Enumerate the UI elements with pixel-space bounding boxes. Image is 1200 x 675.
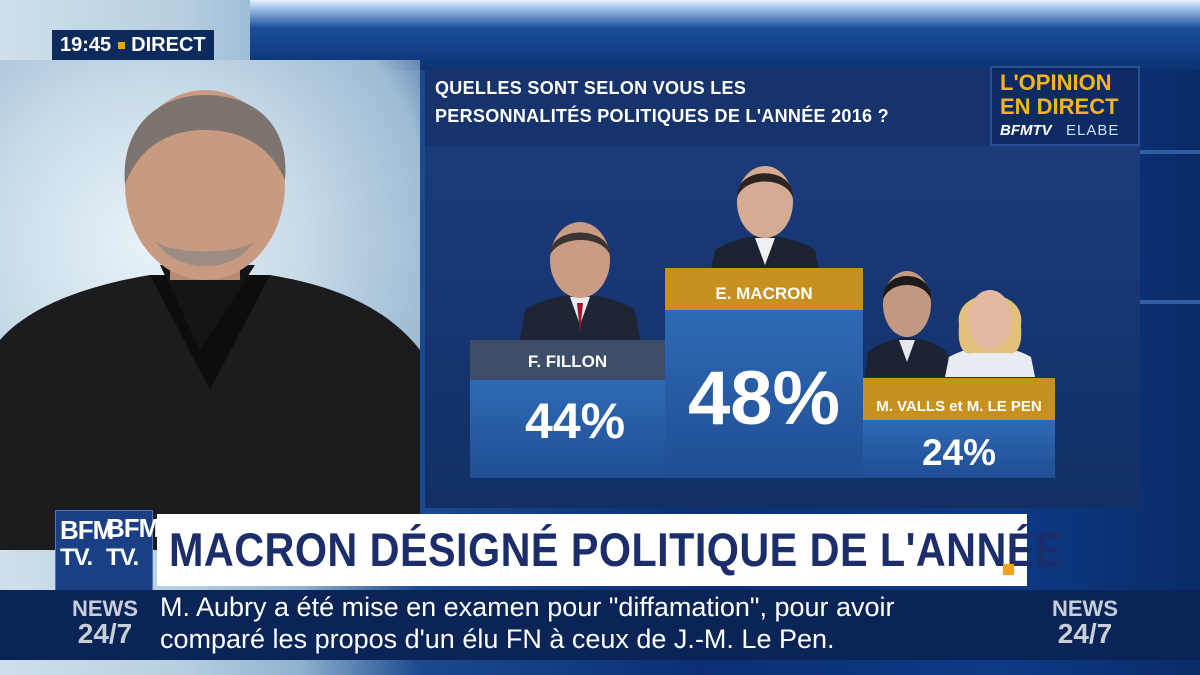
opinion-en-direct-logo: L'OPINION EN DIRECT BFMTV ELABE [990,66,1140,146]
badge-news: NEWS [1052,596,1118,621]
bfmtv-logo: BFM TV. BFM TV. [55,510,160,592]
decor-stripe [1140,150,1200,154]
podium-value-macron: 48% [687,356,841,441]
decor-stripe [1140,300,1200,304]
portrait-macron [710,166,820,275]
podium-fillon [470,380,665,478]
podium-valls-le-pen [863,420,1055,478]
brand-line2: EN DIRECT [1000,94,1119,119]
badge-news: NEWS [72,596,138,621]
orange-dot-icon [118,41,126,49]
studio-top-band [250,0,1200,70]
badge-247: 24/7 [1057,618,1113,649]
brand-line1: L'OPINION [1000,70,1112,95]
logo-text-1: BFM [60,515,114,545]
logo-text-3: BFM [106,513,160,543]
podium-label-valls-le-pen: M. VALLS et M. LE PEN [863,378,1055,420]
ticker-line2: comparé les propos d'un élu FN à ceux de… [160,624,835,654]
news-247-badge-right: NEWS 24/7 [1040,598,1130,648]
presenter-image [0,90,420,550]
portrait-le-pen [945,290,1035,377]
portrait-fillon [520,222,640,340]
brand-channel: BFMTV [1000,122,1052,139]
clock-time: 19:45 [60,33,112,56]
orange-square-icon [1003,564,1014,575]
headline-text: MACRON DÉSIGNÉ POLITIQUE DE L'ANNÉE [169,523,1063,576]
logo-text-4: TV. [106,544,139,571]
ticker-line1: M. Aubry a été mise en examen pour "diff… [160,592,895,622]
poll-question-line2: PERSONNALITÉS POLITIQUES DE L'ANNÉE 2016… [435,106,889,126]
badge-247: 24/7 [77,618,133,649]
portrait-valls [865,271,950,377]
headline-banner: MACRON DÉSIGNÉ POLITIQUE DE L'ANNÉE [157,514,1062,586]
podium-value-fillon: 44% [524,393,626,449]
logo-text-2: TV. [60,544,93,571]
poll-question: QUELLES SONT SELON VOUS LES PERSONNALITÉ… [425,68,990,146]
poll-question-line1: QUELLES SONT SELON VOUS LES [435,78,747,98]
podium-label-fillon: F. FILLON [470,340,665,380]
news-247-badge-left: NEWS 24/7 [60,598,150,648]
podium-macron [665,310,863,478]
live-status: DIRECT [131,33,206,56]
podium-value-valls-le-pen: 24% [921,432,997,473]
news-ticker: NEWS 24/7 M. Aubry a été mise en examen … [0,590,1200,660]
podium-label-macron: E. MACRON [665,268,863,310]
brand-partner: ELABE [1066,122,1120,139]
live-clock-tag: 19:45 DIRECT [52,30,214,60]
